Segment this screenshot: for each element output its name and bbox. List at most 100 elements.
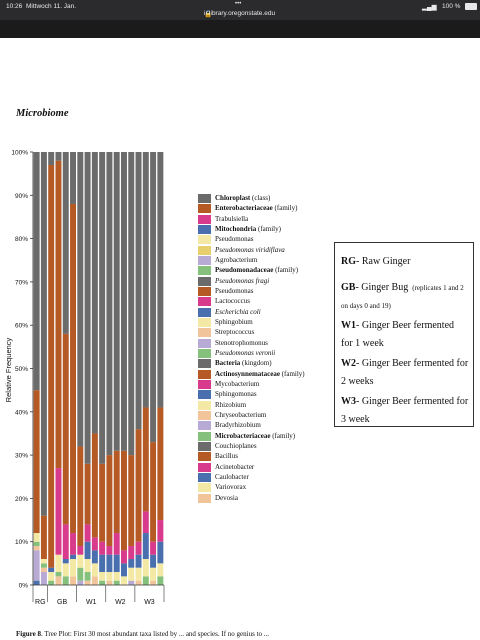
legend-label: Variovorax: [215, 483, 247, 492]
bar-segment-enterobacteriaceae: [106, 455, 113, 547]
bar-segment-streptococcus: [106, 580, 113, 585]
bar-segment-mitochondria: [99, 554, 106, 573]
legend-swatch: [198, 276, 211, 286]
legend-swatch: [198, 421, 211, 431]
bar-segment-chloroplast: [48, 152, 55, 165]
legend-swatch: [198, 297, 211, 307]
key-item-rg: RG- Raw Ginger: [341, 251, 410, 269]
legend-swatch: [198, 359, 211, 369]
legend-label: Pseudomonas: [215, 286, 254, 295]
legend-label: Sphingobium: [215, 317, 253, 326]
legend-label: Chloroplast (class): [215, 194, 271, 202]
bar-segment-mitochondria: [106, 554, 113, 573]
legend-label: Caulobacter: [215, 472, 249, 481]
battery-icon: [465, 3, 477, 10]
bar-segment-pseudomonas: [48, 572, 55, 581]
bar-segment-streptococcus: [135, 580, 142, 585]
url-text: ir.library.oregonstate.edu: [204, 10, 276, 17]
bar-segment-enterobacteriaceae: [55, 160, 62, 469]
legend-swatch: [198, 266, 211, 276]
figure-caption: Figure 8. Tree Plot: First 30 most abund…: [16, 630, 466, 638]
bar-9: [91, 152, 98, 585]
legend-swatch: [198, 390, 211, 400]
legend-swatch: [198, 317, 211, 327]
status-bar: 10:26 Mittwoch 11. Jan. ••• 🔒 ir.library…: [0, 0, 480, 20]
key-code: RG: [341, 256, 356, 267]
bar-segment-chloroplast: [62, 152, 69, 334]
bar-segment-pseudomonas: [55, 554, 62, 573]
bar-segment-chloroplast: [33, 152, 40, 391]
more-dots-icon[interactable]: •••: [235, 1, 242, 7]
caption-label: Figure 8: [16, 630, 41, 638]
bar-15: [135, 152, 142, 585]
legend-swatch: [198, 328, 211, 338]
bar-segment-enterobacteriaceae: [70, 203, 77, 534]
key-text: - Ginger Beer fermented for 1 week: [341, 320, 455, 349]
y-tick-label: 90%: [15, 193, 28, 200]
legend-swatch: [198, 410, 211, 420]
legend-label: Mycobacterium: [215, 379, 260, 388]
legend-swatch: [198, 224, 211, 234]
battery-text: 100 %: [442, 3, 461, 10]
bar-segment-streptococcus: [150, 580, 157, 585]
bar-segment-pseudomonas: [128, 567, 135, 581]
legend-swatch: [198, 379, 211, 389]
bar-segment-pseudomonas: [120, 576, 127, 585]
bar-segment-pseudomonadaceae: [142, 576, 149, 585]
bars: [33, 152, 164, 585]
x-group-label: W2: [115, 599, 126, 606]
bar-segment-pseudomonas: [113, 572, 120, 581]
legend-label: Bacteria (kingdom): [215, 359, 272, 368]
bar-segment-chloroplast: [84, 152, 91, 464]
legend-label: Acinetobacter: [215, 462, 255, 471]
y-axis-label: Relative Frequency: [4, 337, 13, 402]
bar-segment-pseudomonas: [33, 533, 40, 542]
key-text: - Ginger Beer fermented for 2 weeks: [341, 358, 469, 387]
key-text: - Ginger Bug: [355, 282, 409, 293]
bar-segment-chloroplast: [150, 152, 157, 443]
legend-label: Pseudomonas viridiflava: [215, 245, 285, 254]
bar-segment-pseudomonas: [106, 572, 113, 581]
legend-label: Agrobacterium: [215, 255, 258, 264]
legend-swatch: [198, 472, 211, 482]
key-text: - Raw Ginger: [356, 256, 411, 267]
bar-segment-chloroplast: [99, 152, 106, 464]
legend-label: Pseudomonas fragi: [215, 276, 270, 285]
key-item-w3: W3- Ginger Beer fermented for 3 week: [341, 391, 469, 427]
bar-segment-mitochondria: [70, 554, 77, 560]
legend-swatch: [198, 286, 211, 296]
legend-swatch: [198, 338, 211, 348]
bar-segment-mitochondria: [113, 554, 120, 573]
bar-segment-pseudomonas: [70, 559, 77, 577]
key-text: - Ginger Beer fermented for 3 week: [341, 396, 469, 425]
caption-text: . Tree Plot: First 30 most abundant taxa…: [40, 630, 270, 638]
y-tick-label: 0%: [19, 583, 29, 590]
bar-segment-trabulsiella: [91, 537, 98, 551]
bar-segment-trabulsiella: [62, 524, 69, 560]
legend-swatch: [198, 204, 211, 214]
sample-key-box: RG- Raw Ginger GB- Ginger Bug (replicate…: [334, 242, 474, 427]
bar-segment-chloroplast: [106, 152, 113, 456]
legend-swatch: [198, 369, 211, 379]
bar-segment-chloroplast: [135, 152, 142, 430]
bar-segment-mitochondria: [128, 559, 135, 568]
bar-segment-streptococcus: [91, 576, 98, 585]
legend-label: Trabulsiella: [215, 214, 249, 223]
bar-segment-enterobacteriaceae: [91, 433, 98, 538]
key-code: W2: [341, 358, 356, 369]
x-axis: RG GB W1 W2 W3: [32, 584, 165, 606]
bar-segment-trabulsiella: [120, 550, 127, 564]
y-tick-label: 40%: [15, 409, 28, 416]
bar-segment-trabulsiella: [128, 546, 135, 560]
bar-segment-chloroplast: [120, 152, 127, 451]
bar-10: [99, 152, 106, 585]
bar-segment-mitochondria: [84, 541, 91, 560]
legend-swatch: [198, 431, 211, 441]
legend-label: Bacillus: [215, 452, 238, 461]
bar-2: [40, 152, 47, 585]
legend-swatch: [198, 235, 211, 245]
bar-segment-mitochondria: [135, 554, 142, 568]
legend-swatch: [198, 462, 211, 472]
bar-segment-trabulsiella: [135, 541, 142, 555]
